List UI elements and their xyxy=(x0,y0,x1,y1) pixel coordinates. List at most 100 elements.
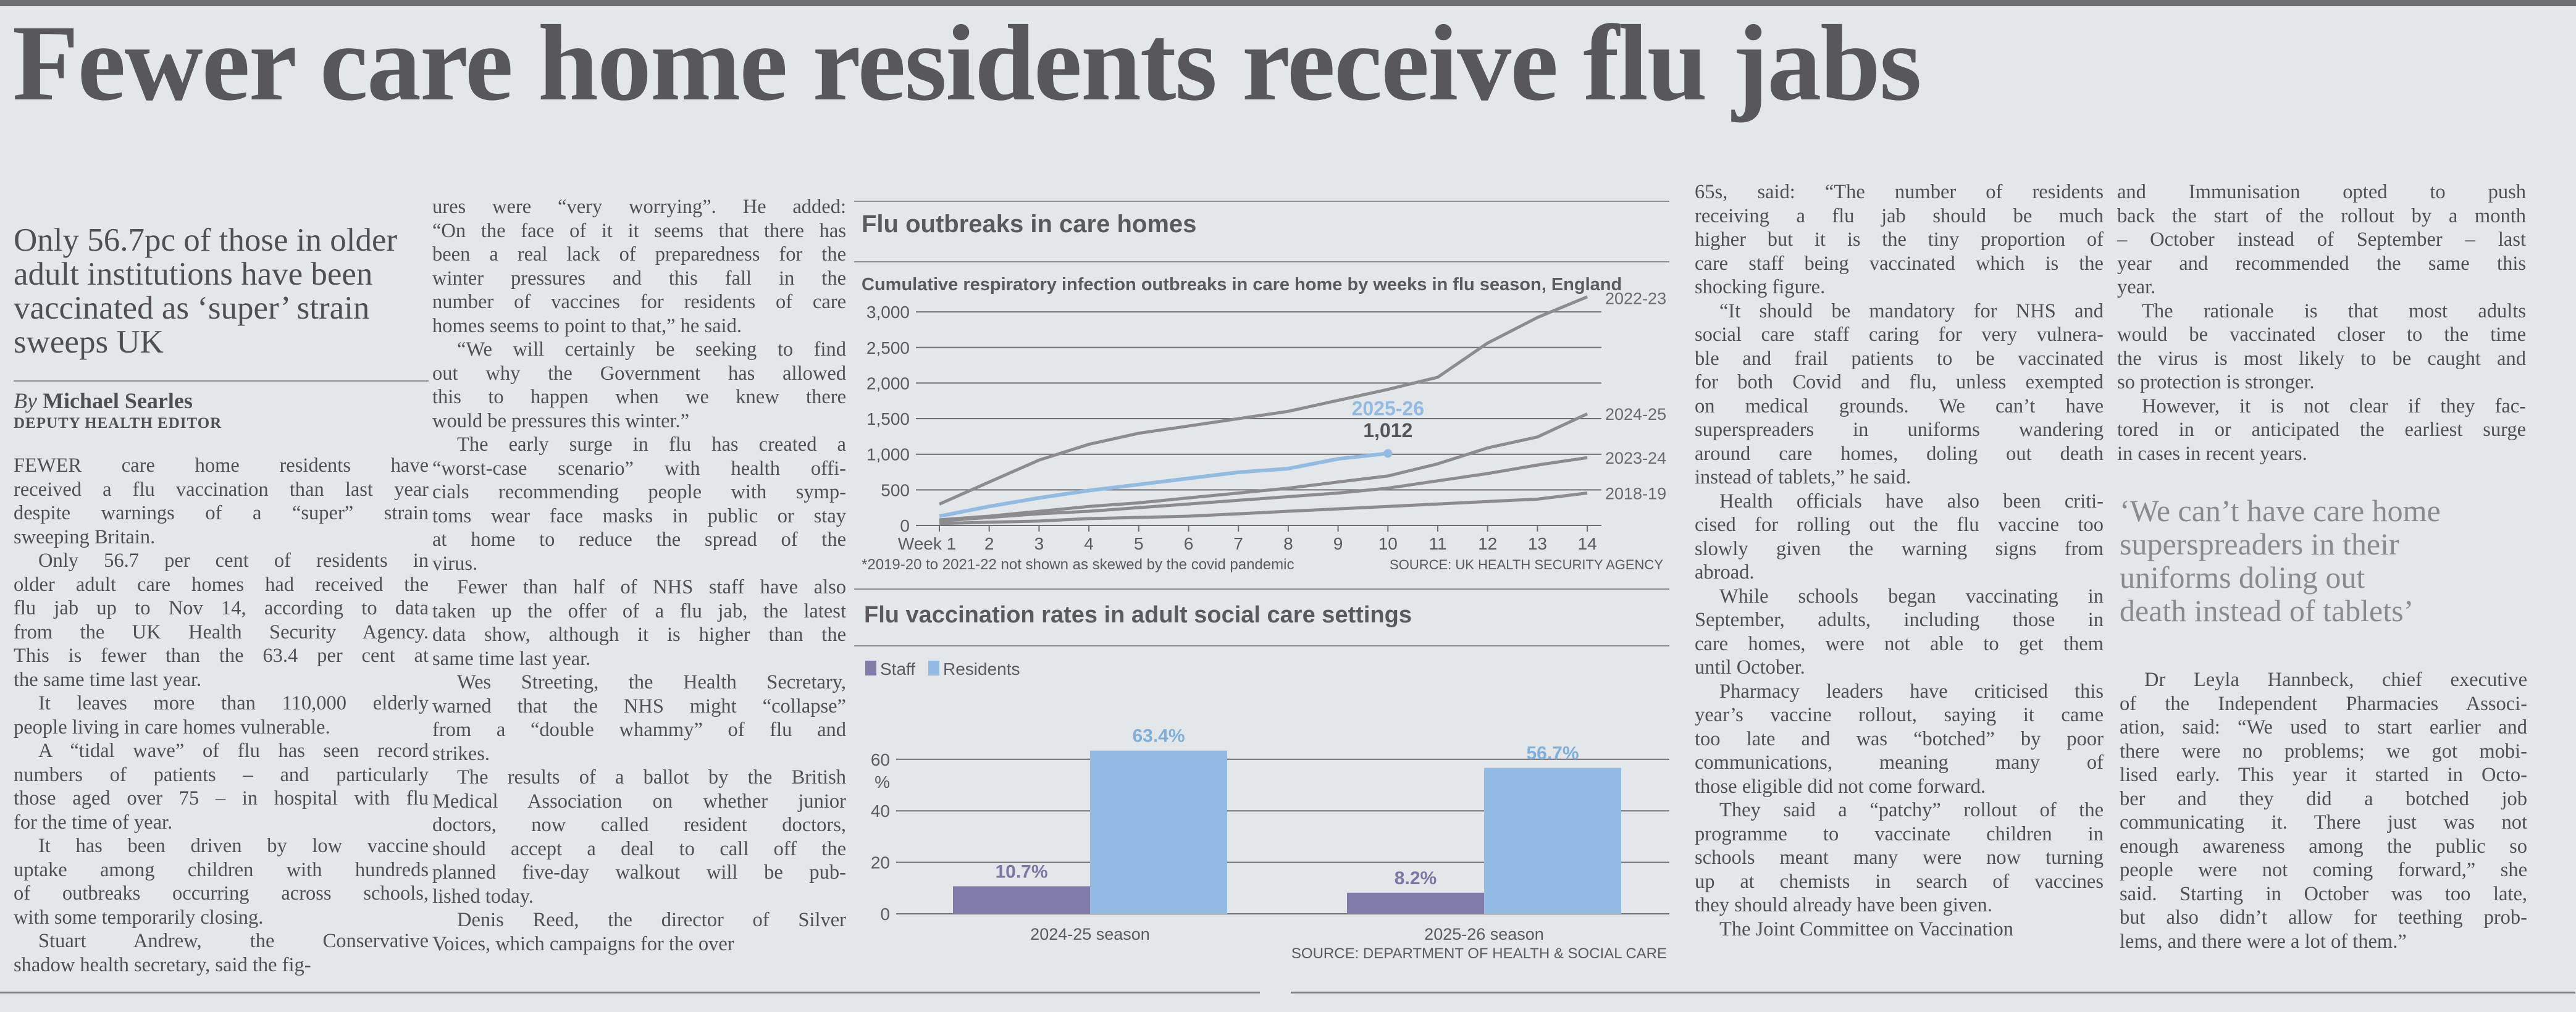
text-line: year. xyxy=(2117,276,2156,298)
chart-footnote: *2019-20 to 2021-22 not shown as skewed … xyxy=(862,556,1294,573)
text-line: at home to reduce the spread of the xyxy=(432,529,846,551)
text-line: for both Covid and flu, unless exempted xyxy=(1695,371,2104,393)
text-line: with some temporarily closing. xyxy=(14,906,264,929)
text-line: there were no problems; we got mobi- xyxy=(2120,740,2527,763)
text-line: Wes Streeting, the Health Secretary, xyxy=(457,671,846,693)
text-line: numbers of patients – and particularly xyxy=(14,763,429,786)
byline-by: By xyxy=(14,388,37,413)
text-line: care staff being vaccinated which is the xyxy=(1695,252,2104,275)
text-line: Only 56.7 per cent of residents in xyxy=(38,550,429,572)
text-line: lished today. xyxy=(432,885,534,908)
text-line: enough awareness among the public so xyxy=(2120,835,2527,858)
text-line: they should already have been given. xyxy=(1695,894,1992,916)
text-line: instead of tablets,” he said. xyxy=(1695,466,1911,488)
text-line: winter pressures and this fall in the xyxy=(432,267,846,290)
text-line: people were not coming forward,” she xyxy=(2120,859,2527,881)
x-tick-label: 11 xyxy=(1429,534,1446,553)
chart-source: SOURCE: UK HEALTH SECURITY AGENCY xyxy=(1390,557,1663,572)
y-tick-label: 60 xyxy=(871,750,890,769)
article-column-2: ures were “very worrying”. He added: “On … xyxy=(432,195,846,956)
text-line: so protection is stronger. xyxy=(2117,371,2315,393)
text-line: September, adults, including those in xyxy=(1695,609,2104,631)
text-line: taken up the offer of a flu jab, the lat… xyxy=(432,600,846,622)
text-line: It leaves more than 110,000 elderly xyxy=(38,692,429,714)
text-line: homes seems to point to that,” he said. xyxy=(432,314,742,337)
text-line: abroad. xyxy=(1695,561,1755,583)
y-tick-label: 2,500 xyxy=(866,338,910,358)
text-line: of outbreaks occurring across schools, xyxy=(14,882,429,905)
text-line: doctors, now called resident doctors, xyxy=(432,814,846,836)
series-line-2023-24 xyxy=(939,456,1588,523)
legend-swatch-staff xyxy=(865,661,876,675)
text-line: shocking figure. xyxy=(1695,276,1826,298)
x-tick-label: 5 xyxy=(1134,534,1144,553)
text-line: until October. xyxy=(1695,656,1805,679)
text-line: Pharmacy leaders have criticised this xyxy=(1719,680,2104,703)
chart-title: Flu outbreaks in care homes xyxy=(862,211,1196,238)
legend-swatch-residents xyxy=(928,661,939,675)
text-line: the same time last year. xyxy=(14,668,202,691)
text-line: should accept a deal to call off the xyxy=(432,837,846,860)
x-tick-label: 4 xyxy=(1084,534,1094,553)
chart-source: SOURCE: DEPARTMENT OF HEALTH & SOCIAL CA… xyxy=(1291,945,1667,962)
text-line: toms wear face masks in public or stay xyxy=(432,504,846,527)
y-tick-label: 500 xyxy=(881,480,910,500)
text-line: number of vaccines for residents of care xyxy=(432,291,846,313)
text-line: Dr Leyla Hannbeck, chief executive xyxy=(2144,669,2527,691)
text-line: slowly given the warning signs from xyxy=(1695,537,2104,560)
x-tick-label: 10 xyxy=(1378,534,1398,553)
text-line: This is fewer than the 63.4 per cent at xyxy=(14,645,429,667)
text-line: data show, although it is higher than th… xyxy=(432,624,846,646)
x-tick-label: 7 xyxy=(1233,534,1243,553)
text-line: It has been driven by low vaccine xyxy=(38,835,429,857)
series-line-2025-26 xyxy=(939,451,1388,518)
text-line: ation, said: “We used to start earlier a… xyxy=(2120,716,2527,738)
subheadline: Only 56.7pc of those in older adult inst… xyxy=(14,222,398,360)
series-label: 2018-19 xyxy=(1605,485,1666,503)
bottom-divider xyxy=(1291,992,2575,993)
text-line: The early surge in flu has created a xyxy=(457,433,846,456)
text-line: would be vaccinated closer to the time xyxy=(2117,324,2526,346)
x-tick-label: 12 xyxy=(1478,534,1497,553)
text-line: warned that the NHS might “collapse” xyxy=(432,695,846,717)
category-label: 2024-25 season xyxy=(1030,925,1150,943)
legend-label-residents: Residents xyxy=(943,659,1020,679)
y-tick-label: 2,000 xyxy=(866,374,910,393)
flu-outbreaks-line-chart: Flu outbreaks in care homes Cumulative r… xyxy=(854,201,1669,573)
text-line: schools meant many were now turning xyxy=(1695,847,2104,869)
latest-value-label: 1,012 xyxy=(1363,419,1412,441)
headline: Fewer care home residents receive flu ja… xyxy=(12,3,1922,123)
y-tick-label: 20 xyxy=(871,853,890,872)
text-line: year’s vaccine rollout, saying it came xyxy=(1695,704,2104,726)
text-line: “worst-case scenario” with health offi- xyxy=(432,457,846,480)
chart-subtitle: Cumulative respiratory infection outbrea… xyxy=(862,275,1622,295)
y-tick-label: 3,000 xyxy=(866,303,910,322)
text-line: Fewer than half of NHS staff have also xyxy=(457,576,846,598)
text-line: ble and frail patients to be vaccinated xyxy=(1695,347,2104,370)
text-line: older adult care homes had received the xyxy=(14,573,429,596)
text-line: those aged over 75 – in hospital with fl… xyxy=(14,787,429,809)
text-line: The results of a ballot by the British xyxy=(457,766,846,788)
legend-label-staff: Staff xyxy=(880,659,915,679)
text-line: However, it is not clear if they fac- xyxy=(2142,395,2526,417)
y-tick-label: 40 xyxy=(871,801,890,821)
text-line: said. Starting in October was too late, xyxy=(2120,882,2527,905)
text-line: social care staff caring for very vulner… xyxy=(1695,324,2104,346)
y-tick-label: 0 xyxy=(880,905,890,924)
bar-residents xyxy=(1090,750,1227,914)
text-line: from the UK Health Security Agency. xyxy=(14,621,429,643)
article-column-4-top: and Immunisation opted to push back the s… xyxy=(2117,180,2526,466)
text-line: The rationale is that most adults xyxy=(2142,299,2526,322)
series-label: 2022-23 xyxy=(1605,290,1666,308)
text-line: but also didn’t allow for teething prob- xyxy=(2120,906,2527,929)
text-line: – October instead of September – last xyxy=(2117,228,2526,251)
x-tick-label: 13 xyxy=(1528,534,1547,553)
text-line: would be pressures this winter.” xyxy=(432,409,690,432)
article-column-1: FEWER care home residents have received a… xyxy=(14,454,429,977)
flu-vaccination-bar-chart: Flu vaccination rates in adult social ca… xyxy=(854,588,1669,962)
byline: By Michael Searles xyxy=(14,388,193,414)
text-line: The Joint Committee on Vaccination xyxy=(1719,918,2013,940)
text-line: They said a “patchy” rollout of the xyxy=(1719,799,2104,821)
text-line: tored in or anticipated the earliest sur… xyxy=(2117,419,2526,441)
text-line: cials recommending people with symp- xyxy=(432,481,846,503)
